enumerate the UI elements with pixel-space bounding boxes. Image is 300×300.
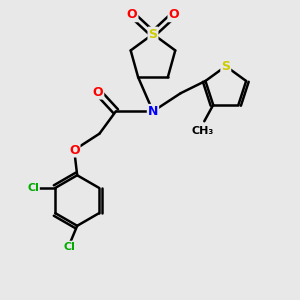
Text: O: O: [127, 8, 137, 21]
Text: O: O: [93, 85, 103, 98]
Text: Cl: Cl: [27, 183, 39, 193]
Text: O: O: [169, 8, 179, 21]
Text: S: S: [221, 60, 230, 73]
Text: O: O: [69, 143, 80, 157]
Text: N: N: [148, 105, 158, 118]
Text: Cl: Cl: [64, 242, 76, 252]
Text: CH₃: CH₃: [192, 126, 214, 136]
Text: S: S: [148, 28, 158, 40]
